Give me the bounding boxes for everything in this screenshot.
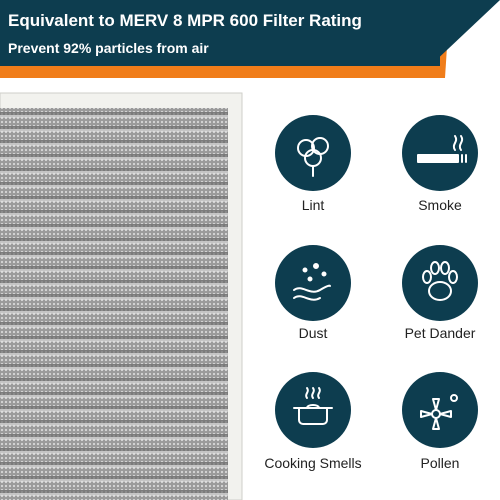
pollen-icon [420,394,458,430]
icons [275,115,478,448]
icon-circle [402,372,478,448]
smoke-icon [417,135,467,163]
item-label: Dust [299,325,328,341]
paw-icon [422,261,458,301]
item-label: Pollen [421,455,460,471]
item-label: Lint [302,197,325,213]
dust-icon [293,263,331,301]
banner-title: Equivalent to MERV 8 MPR 600 Filter Rati… [8,11,362,30]
item-label: Smoke [418,197,462,213]
icon-circle [275,372,351,448]
item-label: Pet Dander [405,325,476,341]
banner-subtitle: Prevent 92% particles from air [8,40,209,56]
icon-circle [275,245,351,321]
filter-mesh [0,108,228,500]
lint-icon [297,137,329,177]
pot-icon [293,387,333,425]
item-label: Cooking Smells [264,455,361,471]
icon-circle [402,115,478,191]
banner-body [0,0,440,66]
